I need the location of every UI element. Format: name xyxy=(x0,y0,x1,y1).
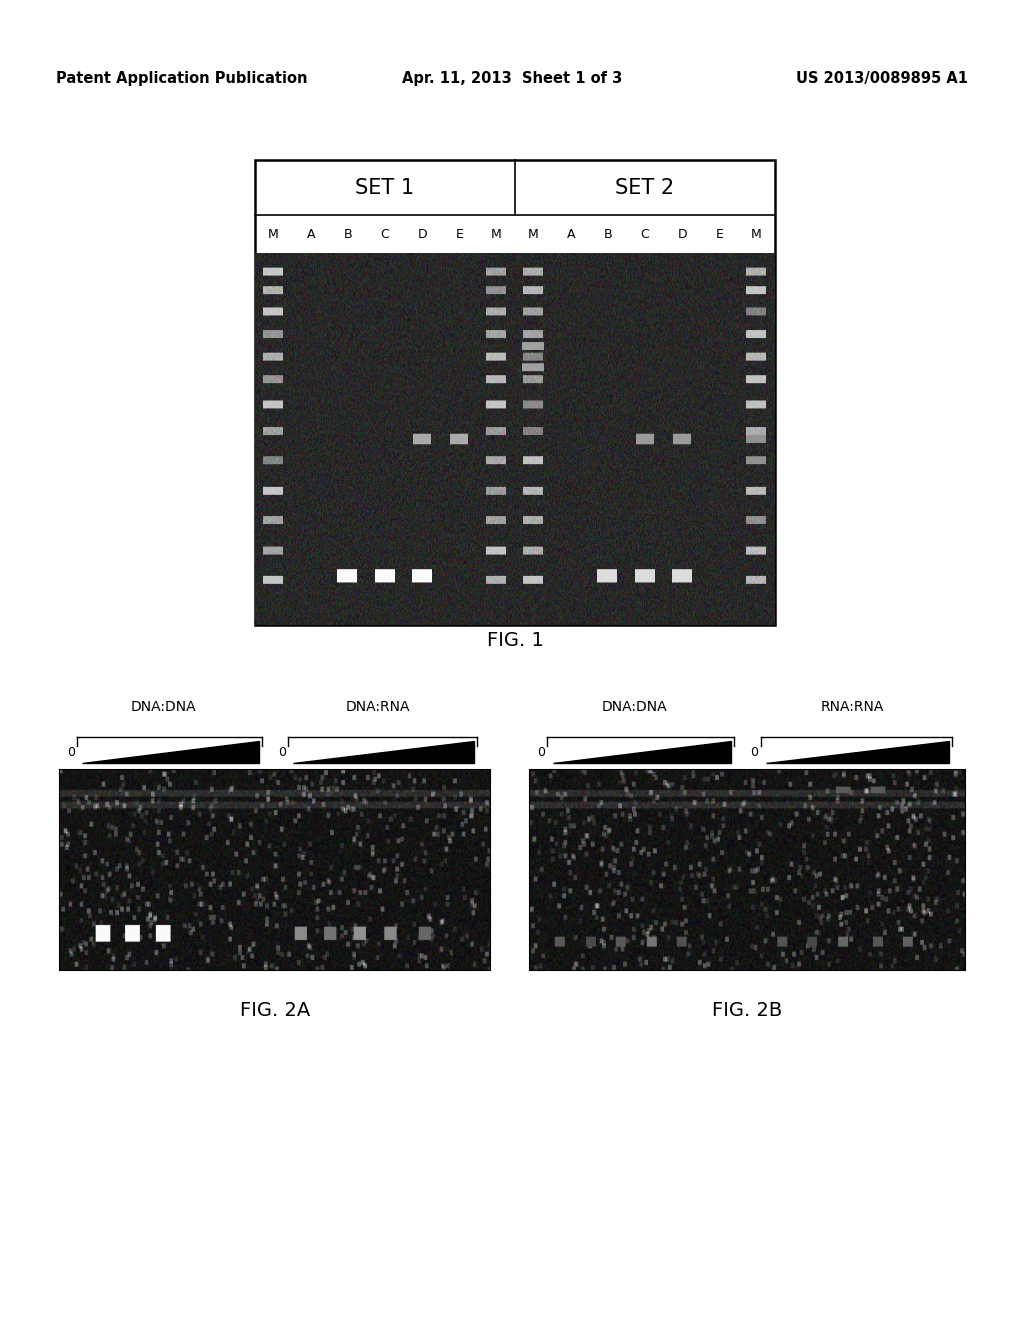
Text: RNA:RNA: RNA:RNA xyxy=(820,700,884,714)
Text: 0: 0 xyxy=(751,746,759,759)
Text: E: E xyxy=(456,227,463,240)
Text: 0: 0 xyxy=(68,746,75,759)
Text: 0: 0 xyxy=(278,746,286,759)
Text: SET 2: SET 2 xyxy=(615,177,675,198)
Text: FIG. 2B: FIG. 2B xyxy=(713,1001,782,1019)
Polygon shape xyxy=(553,741,731,763)
Bar xyxy=(255,215,775,253)
Polygon shape xyxy=(82,741,259,763)
Text: E: E xyxy=(716,227,723,240)
Text: M: M xyxy=(528,227,539,240)
Text: D: D xyxy=(677,227,687,240)
Text: M: M xyxy=(268,227,279,240)
Text: US 2013/0089895 A1: US 2013/0089895 A1 xyxy=(796,70,968,86)
Text: A: A xyxy=(306,227,315,240)
Text: FIG. 1: FIG. 1 xyxy=(486,631,544,649)
Polygon shape xyxy=(766,741,949,763)
Text: M: M xyxy=(492,227,502,240)
Text: SET 1: SET 1 xyxy=(355,177,415,198)
Text: 0: 0 xyxy=(538,746,546,759)
Polygon shape xyxy=(293,741,474,763)
Text: Apr. 11, 2013  Sheet 1 of 3: Apr. 11, 2013 Sheet 1 of 3 xyxy=(401,70,623,86)
Text: Patent Application Publication: Patent Application Publication xyxy=(56,70,308,86)
Bar xyxy=(255,160,775,624)
Text: C: C xyxy=(641,227,649,240)
Text: M: M xyxy=(751,227,762,240)
Bar xyxy=(255,160,775,215)
Text: DNA:DNA: DNA:DNA xyxy=(601,700,668,714)
Bar xyxy=(60,770,490,970)
Text: B: B xyxy=(603,227,612,240)
Text: B: B xyxy=(343,227,352,240)
Text: A: A xyxy=(566,227,574,240)
Bar xyxy=(530,770,965,970)
Text: DNA:DNA: DNA:DNA xyxy=(130,700,196,714)
Text: FIG. 2A: FIG. 2A xyxy=(240,1001,310,1019)
Text: DNA:RNA: DNA:RNA xyxy=(346,700,411,714)
Text: C: C xyxy=(381,227,389,240)
Text: D: D xyxy=(418,227,427,240)
